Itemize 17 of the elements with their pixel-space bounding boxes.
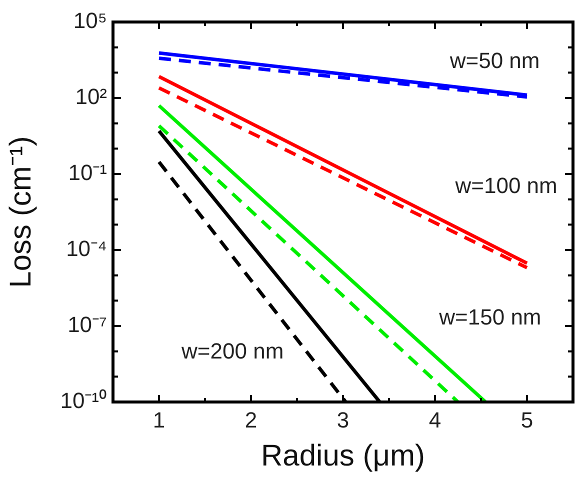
y-axis-title: Loss (cm⁻¹) <box>4 136 38 288</box>
y-tick-label: 10⁻¹⁰ <box>60 388 107 414</box>
annotation: w=100 nm <box>454 172 558 198</box>
x-tick-label: 5 <box>520 407 534 432</box>
x-axis-title: Radius (μm) <box>261 439 425 472</box>
annotation: w=200 nm <box>180 338 284 364</box>
y-tick-label: 10² <box>75 84 107 110</box>
annotation: w=50 nm <box>448 48 540 73</box>
x-tick-label: 4 <box>428 407 442 432</box>
annotation: w=150 nm <box>438 304 542 330</box>
y-tick-label: 10⁻⁷ <box>68 312 108 338</box>
x-tick-label: 2 <box>244 407 258 432</box>
y-tick-label: 10⁻¹ <box>68 160 107 186</box>
x-tick-label: 1 <box>152 407 166 432</box>
x-tick-label: 3 <box>336 407 350 432</box>
y-tick-label: 10⁵ <box>73 8 107 34</box>
y-tick-label: 10⁻⁴ <box>66 236 107 262</box>
